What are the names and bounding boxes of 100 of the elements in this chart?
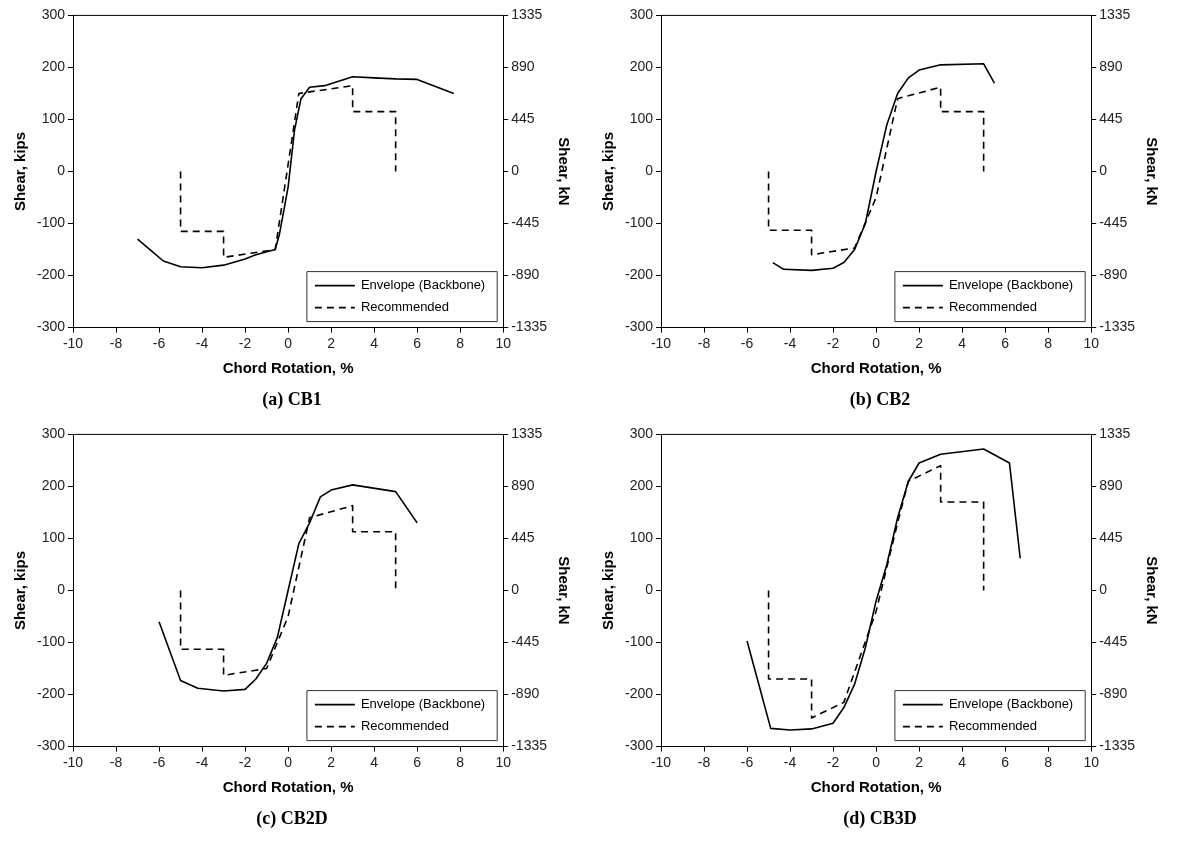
y-tick-label: 0 [645,581,654,598]
legend-label: Recommended [360,718,450,734]
x-tick-label: 10 [1083,334,1100,351]
text: (a) CB1 [262,388,322,410]
x-tick-label: -8 [697,334,711,351]
y2-axis-title: Shear, kN [555,556,573,625]
y2-tick-label: 445 [1099,529,1123,546]
y-tick-label: 100 [629,529,654,546]
x-tick-label: -10 [62,753,84,770]
x-tick-label: 4 [958,334,967,351]
y-tick-label: 0 [57,162,66,179]
y2-tick-label: 890 [1099,477,1123,494]
x-tick-label: -10 [650,334,672,351]
y2-tick-label: -445 [511,214,540,231]
y-tick-label: -100 [624,214,654,231]
x-tick-label: 8 [456,334,465,351]
x-tick-label: 6 [1001,753,1010,770]
y-tick-label: 0 [57,581,66,598]
y-tick-label: -100 [36,633,66,650]
y-tick-label: -200 [624,266,654,283]
x-tick-label: -6 [152,334,166,351]
y-tick-label: -200 [624,685,654,702]
x-tick-label: 0 [284,334,293,351]
line-series [179,504,397,677]
y-tick-label: 0 [645,162,654,179]
x-tick-label: -2 [238,334,252,351]
y-tick-label: 300 [629,425,654,442]
x-tick-label: -4 [195,753,209,770]
x-tick-label: 8 [456,753,465,770]
x-tick-label: 10 [1083,753,1100,770]
text: (d) CB3D [843,807,917,829]
y2-tick-label: 0 [1099,162,1108,179]
y-tick-label: -200 [36,266,66,283]
legend-label: Recommended [948,299,1038,315]
x-tick-label: -8 [109,334,123,351]
y-axis-title: Shear, kips [599,131,617,212]
y2-tick-label: 445 [511,110,535,127]
x-tick-label: -8 [109,753,123,770]
y-axis-title: Shear, kips [11,550,29,631]
y-tick-label: 300 [41,6,66,23]
y2-tick-label: -890 [511,685,540,702]
y2-axis-title: Shear, kN [555,137,573,206]
y2-tick-label: 0 [511,581,520,598]
x-tick-label: -6 [152,753,166,770]
y-tick-label: -200 [36,685,66,702]
y-tick-label: 200 [629,477,654,494]
y2-tick-label: -890 [511,266,540,283]
x-tick-label: 0 [284,753,293,770]
y-tick-label: 300 [629,6,654,23]
y2-tick-label: -445 [511,633,540,650]
y-tick-label: -300 [624,318,654,335]
x-tick-label: -10 [62,334,84,351]
x-tick-label: -10 [650,753,672,770]
x-tick-label: 6 [413,753,422,770]
y-tick-label: 200 [629,58,654,75]
x-tick-label: 4 [370,334,379,351]
x-tick-label: 6 [1001,334,1010,351]
text: (c) CB2D [256,807,328,829]
x-axis-title: Chord Rotation, % [810,358,942,376]
x-tick-label: 4 [370,753,379,770]
x-tick-label: -4 [783,753,797,770]
y-tick-label: 100 [41,529,66,546]
x-axis-title: Chord Rotation, % [222,777,354,795]
y-tick-label: -300 [36,318,66,335]
x-tick-label: 2 [915,753,924,770]
x-tick-label: -8 [697,753,711,770]
x-tick-label: 10 [495,334,512,351]
y2-axis-title: Shear, kN [1143,556,1161,625]
x-tick-label: 6 [413,334,422,351]
y2-tick-label: 445 [511,529,535,546]
y2-axis-title: Shear, kN [1143,137,1161,206]
x-axis-title: Chord Rotation, % [810,777,942,795]
y-tick-label: 300 [41,425,66,442]
y2-tick-label: 445 [1099,110,1123,127]
legend-label: Envelope (Backbone) [360,696,486,712]
x-tick-label: 0 [872,334,881,351]
x-axis-title: Chord Rotation, % [222,358,354,376]
y2-tick-label: 890 [511,58,535,75]
y2-tick-label: -1335 [1099,318,1136,335]
y-tick-label: -100 [624,633,654,650]
x-tick-label: 2 [327,334,336,351]
y-tick-label: 100 [629,110,654,127]
x-tick-label: -6 [740,334,754,351]
x-tick-label: 8 [1044,753,1053,770]
y2-tick-label: -445 [1099,214,1128,231]
y2-tick-label: 890 [1099,58,1123,75]
legend-label: Envelope (Backbone) [948,696,1074,712]
x-tick-label: -2 [826,334,840,351]
y2-tick-label: 1335 [511,425,543,442]
y2-tick-label: -445 [1099,633,1128,650]
y2-tick-label: 0 [1099,581,1108,598]
y-tick-label: -100 [36,214,66,231]
y-tick-label: -300 [36,737,66,754]
x-tick-label: -6 [740,753,754,770]
y2-tick-label: 890 [511,477,535,494]
y2-tick-label: -1335 [511,318,548,335]
text: (b) CB2 [849,388,911,410]
legend-label: Recommended [360,299,450,315]
x-tick-label: 10 [495,753,512,770]
y-axis-title: Shear, kips [11,131,29,212]
